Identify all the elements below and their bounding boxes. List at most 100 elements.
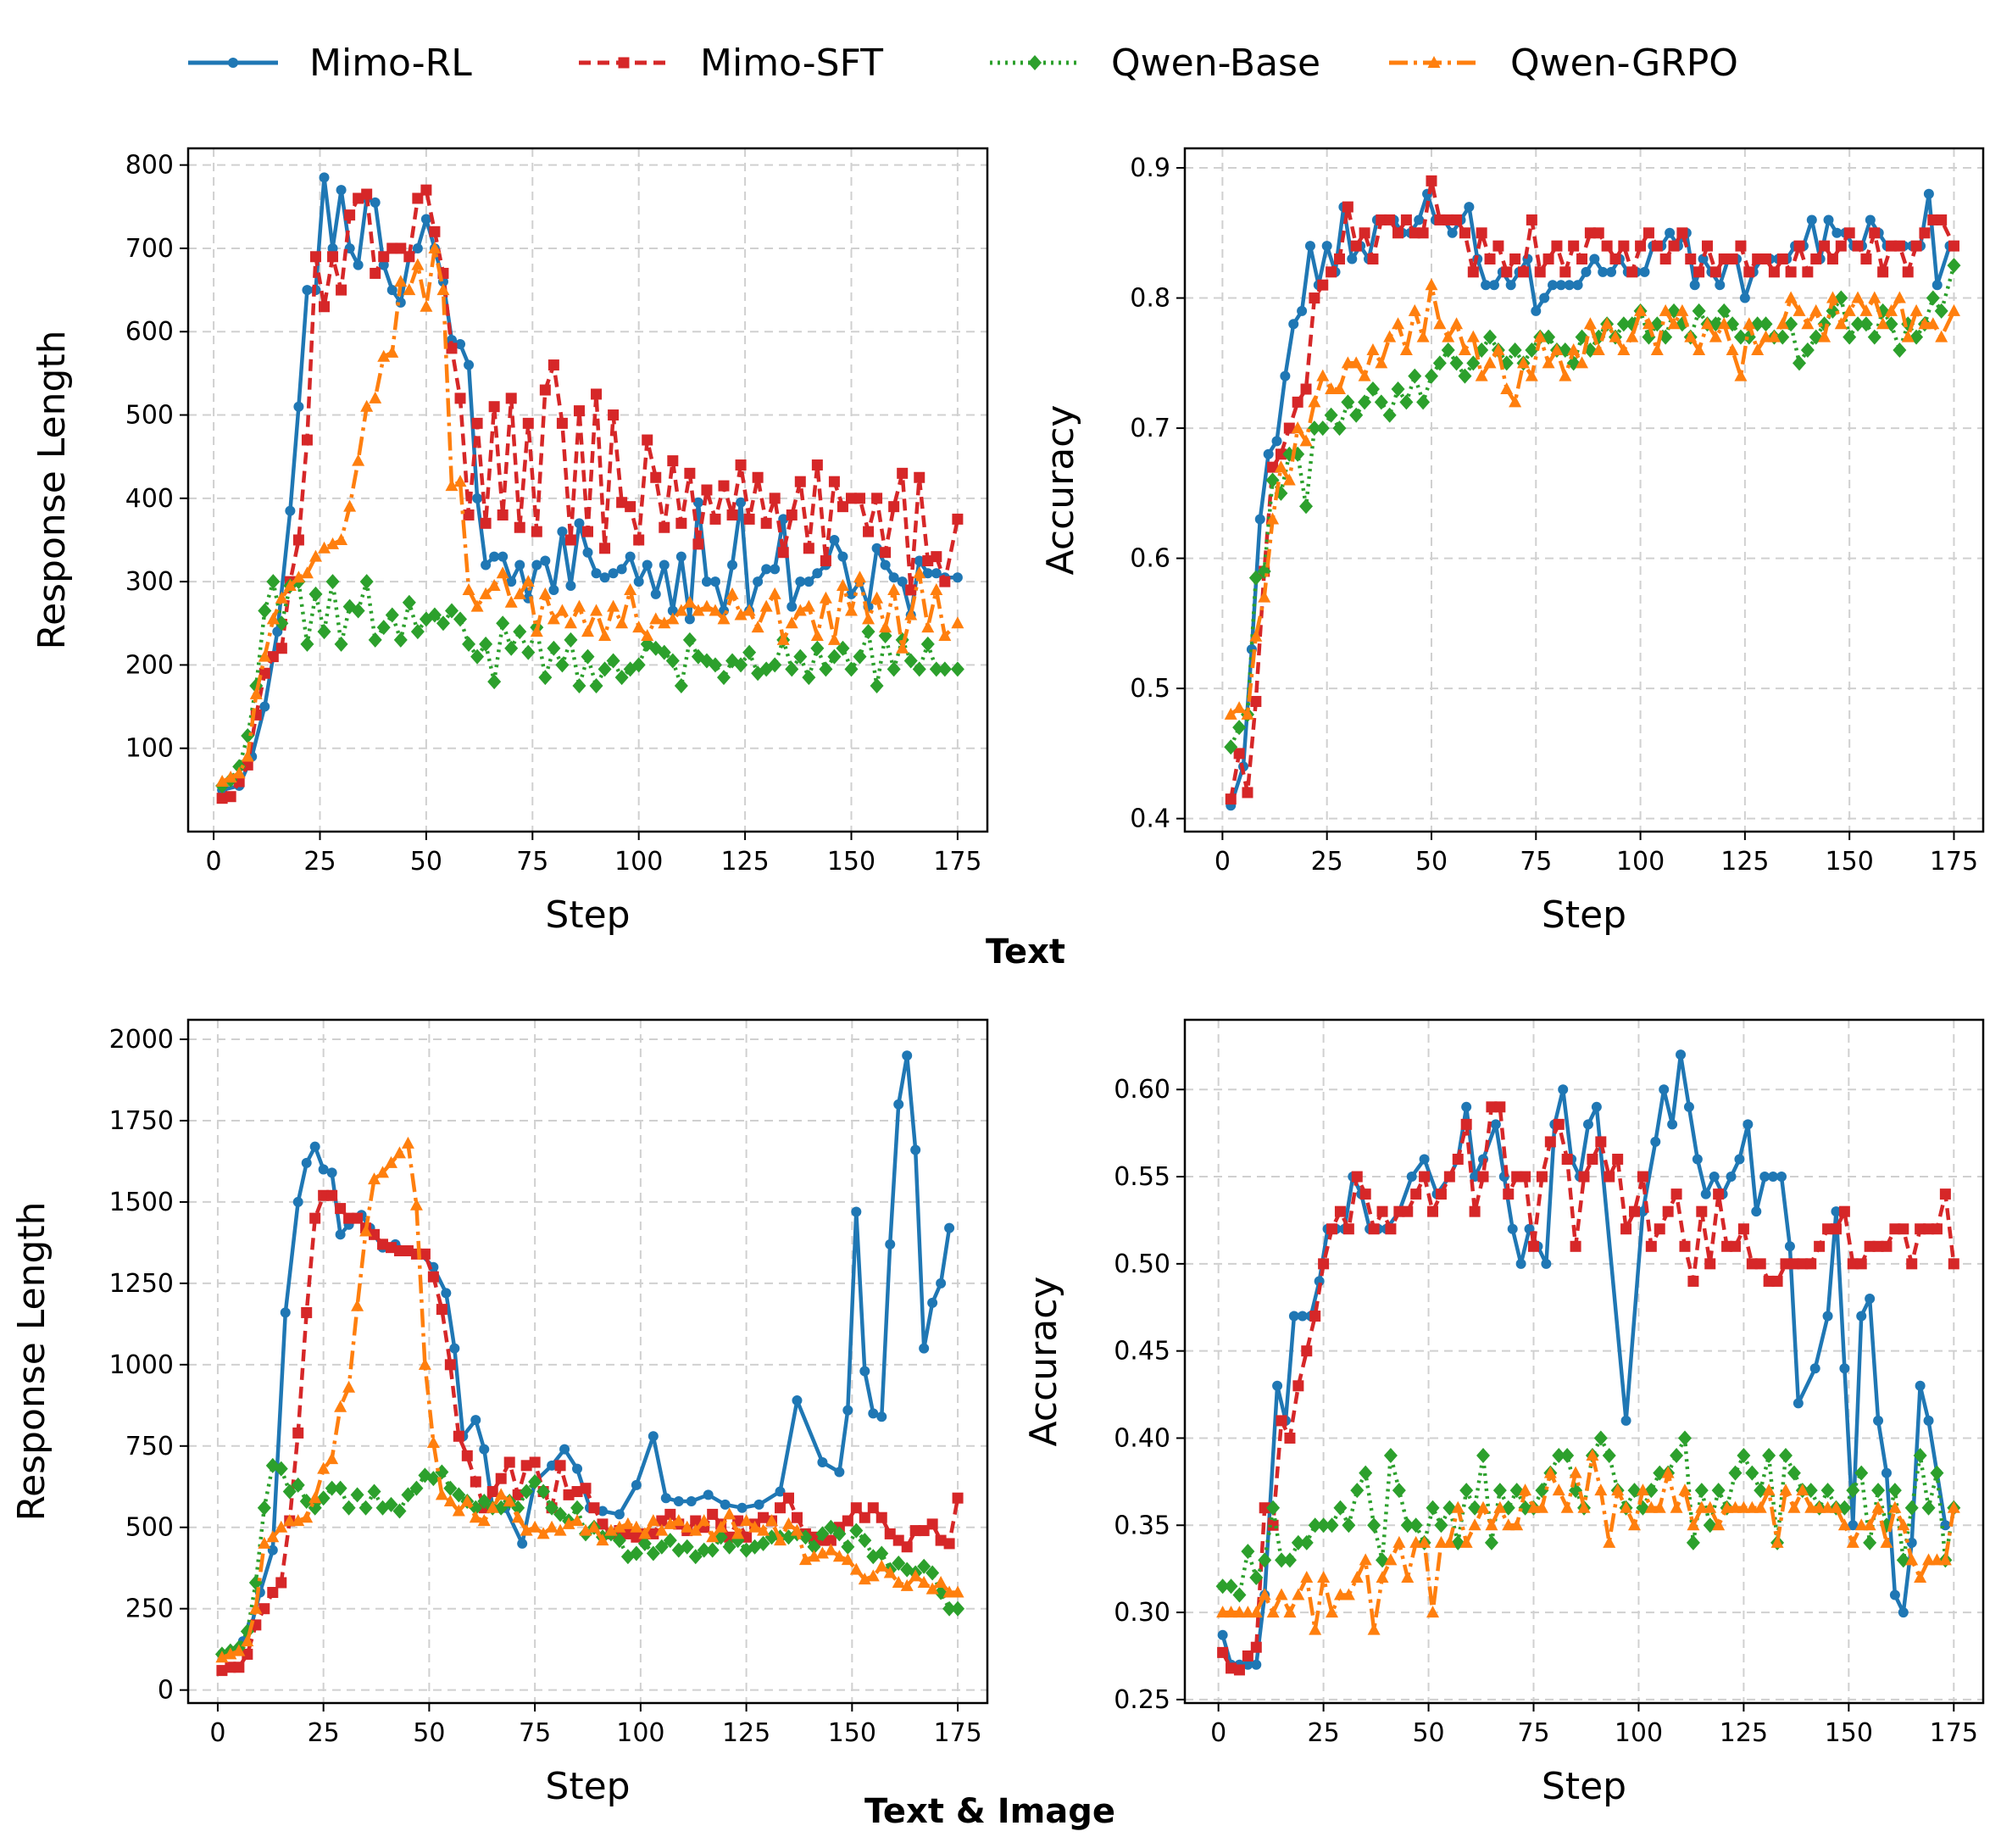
data-point-qwen-grpo xyxy=(521,575,535,587)
data-point-qwen-grpo xyxy=(731,1527,745,1539)
data-point-qwen-grpo xyxy=(1737,1500,1750,1513)
data-point-mimo-rl xyxy=(335,1229,346,1240)
data-point-qwen-base xyxy=(1224,1578,1238,1595)
data-point-qwen-base xyxy=(920,636,935,652)
data-point-mimo-sft xyxy=(1693,266,1705,278)
data-point-mimo-sft xyxy=(1802,266,1814,278)
data-point-qwen-grpo xyxy=(883,1566,897,1578)
data-point-qwen-base xyxy=(538,670,553,686)
data-point-qwen-base xyxy=(513,624,527,640)
data-point-qwen-grpo xyxy=(1224,707,1237,720)
data-point-mimo-sft xyxy=(292,1427,304,1439)
data-point-qwen-grpo xyxy=(734,608,748,621)
data-point-mimo-rl xyxy=(1581,266,1592,277)
data-point-mimo-rl xyxy=(285,505,296,516)
data-point-qwen-base xyxy=(756,1535,770,1551)
data-point-mimo-sft xyxy=(1367,253,1379,264)
y-tick-label: 1000 xyxy=(109,1350,174,1380)
x-tick-label: 75 xyxy=(516,847,548,877)
data-point-qwen-base xyxy=(674,677,688,693)
data-point-qwen-base xyxy=(951,1600,965,1617)
data-point-mimo-rl xyxy=(1572,280,1583,291)
data-point-mimo-rl xyxy=(517,1538,528,1549)
legend-label-mimo-sft: Mimo-SFT xyxy=(700,42,883,85)
y-tick-label: 200 xyxy=(125,650,174,680)
data-point-qwen-base xyxy=(462,636,476,652)
data-point-qwen-grpo xyxy=(1611,1483,1625,1496)
data-point-qwen-grpo xyxy=(1745,1500,1759,1513)
data-point-mimo-rl xyxy=(1217,1629,1228,1640)
data-point-mimo-sft xyxy=(1662,1205,1674,1217)
data-point-mimo-sft xyxy=(1754,1258,1766,1270)
data-point-mimo-sft xyxy=(931,551,942,563)
data-point-qwen-grpo xyxy=(1569,1466,1582,1478)
data-point-mimo-rl xyxy=(1419,1154,1430,1165)
data-point-mimo-sft xyxy=(1936,214,1948,225)
data-point-mimo-sft xyxy=(1309,292,1320,304)
data-point-qwen-base xyxy=(1792,355,1806,371)
data-point-qwen-grpo xyxy=(1653,1500,1666,1513)
data-point-qwen-grpo xyxy=(776,632,790,645)
data-point-qwen-grpo xyxy=(1784,291,1798,303)
data-point-mimo-rl xyxy=(1889,1589,1900,1600)
data-point-mimo-rl xyxy=(1539,292,1550,303)
data-point-qwen-grpo xyxy=(1542,356,1555,369)
data-point-mimo-sft xyxy=(588,1502,600,1514)
data-point-mimo-sft xyxy=(1881,1240,1893,1252)
data-point-mimo-sft xyxy=(344,209,356,221)
data-point-mimo-rl xyxy=(470,1415,481,1426)
data-point-qwen-base xyxy=(631,657,646,673)
data-point-mimo-sft xyxy=(1609,253,1621,264)
data-point-qwen-base xyxy=(1863,1534,1877,1550)
data-point-mimo-sft xyxy=(608,409,620,421)
data-point-mimo-sft xyxy=(1746,1258,1758,1270)
data-point-qwen-base xyxy=(1291,1534,1305,1550)
data-point-qwen-grpo xyxy=(824,1543,837,1556)
data-point-qwen-base xyxy=(1501,1500,1515,1516)
data-point-qwen-base xyxy=(1408,368,1422,384)
data-point-mimo-rl xyxy=(1297,305,1308,316)
data-point-qwen-grpo xyxy=(513,587,526,599)
data-point-qwen-grpo xyxy=(1309,1623,1322,1635)
data-point-qwen-grpo xyxy=(486,1500,499,1513)
data-point-mimo-rl xyxy=(591,568,602,579)
data-point-mimo-rl xyxy=(1541,1258,1552,1269)
data-point-mimo-sft xyxy=(758,1511,770,1523)
series-line-mimo-rl xyxy=(221,175,958,793)
y-tick-label: 800 xyxy=(125,151,174,181)
data-point-mimo-sft xyxy=(1511,1171,1523,1183)
data-point-mimo-sft xyxy=(622,1528,634,1539)
series-line-mimo-rl xyxy=(221,1053,952,1656)
data-point-qwen-grpo xyxy=(536,1527,550,1539)
data-point-mimo-sft xyxy=(659,521,670,533)
data-point-mimo-sft xyxy=(267,651,279,663)
data-point-mimo-sft xyxy=(1342,201,1353,213)
data-point-mimo-rl xyxy=(1271,436,1282,447)
data-point-qwen-grpo xyxy=(1383,330,1397,342)
data-point-qwen-grpo xyxy=(1258,1588,1271,1600)
data-point-mimo-sft xyxy=(471,417,483,429)
data-point-mimo-sft xyxy=(1637,1171,1648,1183)
data-point-mimo-sft xyxy=(1477,1171,1489,1183)
data-point-mimo-sft xyxy=(1805,1258,1817,1270)
data-point-qwen-grpo xyxy=(725,587,739,599)
data-point-mimo-rl xyxy=(412,242,423,253)
data-point-mimo-sft xyxy=(1898,1223,1909,1235)
data-point-qwen-base xyxy=(553,1506,568,1522)
data-point-mimo-rl xyxy=(1856,1311,1867,1322)
data-point-mimo-sft xyxy=(760,517,772,529)
data-point-qwen-grpo xyxy=(913,566,926,579)
data-point-qwen-grpo xyxy=(1401,1570,1415,1583)
data-point-qwen-grpo xyxy=(1249,629,1263,642)
data-point-qwen-base xyxy=(528,1474,542,1490)
data-point-mimo-sft xyxy=(718,480,730,492)
data-point-qwen-base xyxy=(384,1496,398,1512)
data-point-qwen-base xyxy=(1762,1448,1776,1464)
data-point-mimo-sft xyxy=(522,417,534,429)
data-point-mimo-rl xyxy=(1768,1172,1779,1183)
data-point-qwen-grpo xyxy=(1603,1535,1616,1548)
data-point-qwen-grpo xyxy=(1834,317,1848,330)
data-point-qwen-base xyxy=(520,1483,534,1500)
data-point-qwen-base xyxy=(870,677,884,693)
data-point-mimo-sft xyxy=(1427,1205,1439,1217)
